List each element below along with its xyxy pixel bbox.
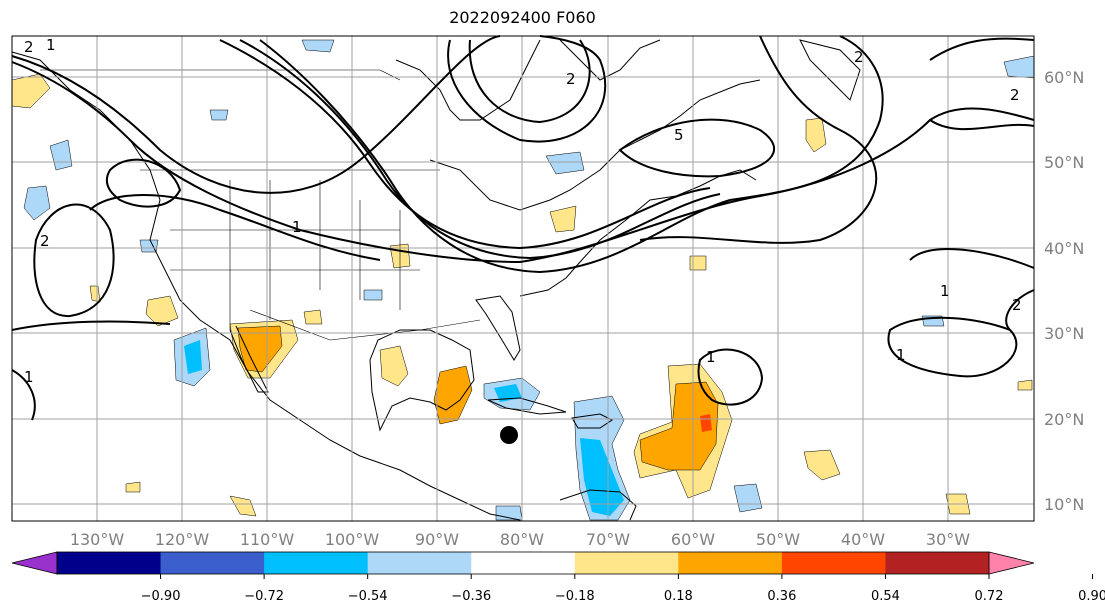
anomaly-patch — [363, 289, 383, 301]
longitude-labels: 130°W 120°W 110°W 100°W 90°W 80°W 70°W 6… — [70, 530, 970, 549]
lon-label: 130°W — [70, 530, 125, 549]
colorbar-cell — [367, 552, 472, 574]
plot-area — [12, 36, 1034, 521]
contour-label: 2 — [1012, 296, 1022, 314]
anomaly-patch — [23, 185, 51, 221]
contour-label: 5 — [674, 126, 684, 144]
anomaly-patch — [229, 495, 257, 517]
lat-label: 30°N — [1044, 324, 1084, 343]
anomaly-patch — [700, 414, 712, 432]
latitude-labels: 60°N 50°N 40°N 30°N 20°N 10°N — [1044, 68, 1084, 514]
contour-label: 2 — [566, 70, 576, 88]
lon-label: 90°W — [415, 530, 459, 549]
colorbar-cell — [264, 552, 369, 574]
contour-label: 2 — [1010, 86, 1020, 104]
colorbar-cell — [678, 552, 783, 574]
anomaly-patch — [184, 340, 202, 374]
anomaly-patch — [1017, 379, 1033, 391]
lon-label: 80°W — [500, 530, 544, 549]
colorbar-tick-label: 0.54 — [871, 589, 900, 604]
colorbar-tick-label: −0.72 — [244, 589, 284, 604]
anomaly-patch — [145, 295, 179, 327]
anomaly-patch — [379, 345, 409, 387]
colorbar-tick-label: 0.36 — [767, 589, 796, 604]
colorbar-tick-label: 0.90 — [1078, 589, 1105, 604]
lat-label: 40°N — [1044, 239, 1084, 258]
anomaly-patch — [125, 481, 141, 493]
colorbar-cell — [160, 552, 265, 574]
plot-frame — [11, 35, 1035, 522]
anomaly-patch — [209, 109, 229, 121]
anomaly-patch — [303, 309, 323, 325]
storm-center-marker — [500, 426, 518, 444]
contour-label: 1 — [896, 346, 906, 364]
anomaly-patch — [580, 438, 624, 516]
anomaly-patch — [237, 325, 283, 373]
lon-label: 40°W — [841, 530, 885, 549]
contour-label: 1 — [706, 348, 716, 366]
map-title: 2022092400 F060 — [449, 8, 596, 27]
contour-label: 1 — [24, 368, 34, 386]
colorbar-frame — [56, 551, 990, 575]
contour-label: 1 — [46, 36, 56, 54]
contour-label: 1 — [292, 218, 302, 236]
lat-label: 10°N — [1044, 495, 1084, 514]
colorbar-tick-label: −0.54 — [348, 589, 388, 604]
anomaly-patch — [301, 39, 335, 53]
anomaly-patch — [689, 255, 707, 271]
colorbar-cell — [781, 552, 886, 574]
colorbar-cell — [471, 552, 576, 574]
colorbar-tick-label: 0.18 — [664, 589, 693, 604]
contour-label: 2 — [854, 48, 864, 66]
lon-label: 70°W — [586, 530, 630, 549]
anomaly-patch — [549, 205, 577, 233]
lon-label: 110°W — [240, 530, 295, 549]
contour-labels: 2 2 1 1 2 1 5 2 2 1 2 1 1 — [24, 36, 1022, 386]
colorbar-tick-label: 0.72 — [975, 589, 1004, 604]
lon-label: 30°W — [926, 530, 970, 549]
lon-label: 120°W — [155, 530, 210, 549]
lat-label: 60°N — [1044, 68, 1084, 87]
colorbar: −0.90 −0.72 −0.54 −0.36 −0.18 0.18 0.36 0.54 0.7… — [11, 551, 1105, 604]
contour-label: 1 — [940, 282, 950, 300]
lon-label: 50°W — [756, 530, 800, 549]
colorbar-tick-label: −0.18 — [555, 589, 595, 604]
colorbar-extend-high — [988, 551, 1035, 575]
colorbar-tick-label: −0.36 — [451, 589, 491, 604]
anomaly-patch — [803, 449, 841, 481]
colorbar-tick-label: −0.90 — [141, 589, 181, 604]
anomaly-patch — [639, 381, 719, 471]
contours — [11, 35, 1035, 421]
anomaly-patch — [733, 483, 763, 513]
anomaly-patch — [545, 151, 585, 175]
anomaly-patch — [433, 365, 473, 425]
lat-label: 50°N — [1044, 153, 1084, 172]
lon-label: 100°W — [325, 530, 380, 549]
colorbar-cell — [57, 552, 162, 574]
lon-label: 60°W — [671, 530, 715, 549]
colorbar-extend-low — [11, 551, 58, 575]
lat-label: 20°N — [1044, 410, 1084, 429]
colorbar-cell — [574, 552, 679, 574]
contour-label: 2 — [24, 38, 34, 56]
anomaly-patch — [494, 384, 522, 402]
shaded-anomalies — [11, 39, 1035, 521]
colorbar-cell — [885, 552, 990, 574]
contour-label: 2 — [40, 232, 50, 250]
